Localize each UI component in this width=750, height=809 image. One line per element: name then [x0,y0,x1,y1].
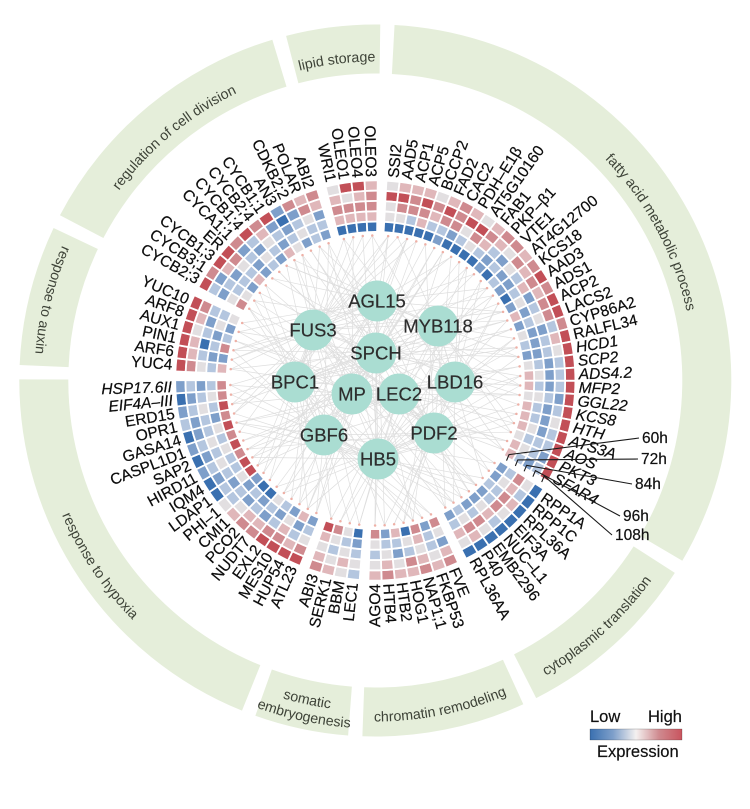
svg-text:AAD5: AAD5 [399,138,422,181]
svg-text:YUC4: YUC4 [130,354,173,374]
svg-text:HTB2: HTB2 [393,581,415,622]
svg-text:GBF6: GBF6 [300,424,348,445]
svg-text:Expression: Expression [597,743,679,761]
svg-text:MP: MP [338,383,366,404]
svg-text:96h: 96h [623,508,649,525]
svg-text:108h: 108h [615,527,649,544]
svg-text:LBD16: LBD16 [427,371,484,392]
svg-text:HSP17.6II: HSP17.6II [101,379,173,398]
svg-text:84h: 84h [635,476,661,493]
svg-text:LEC1: LEC1 [341,582,362,622]
svg-text:MYB118: MYB118 [403,315,473,336]
svg-text:ADS4.2: ADS4.2 [577,365,632,384]
svg-text:BPC1: BPC1 [271,371,319,392]
svg-text:BBM: BBM [326,579,349,615]
svg-text:OLEO3: OLEO3 [361,125,379,177]
svg-text:KCS8: KCS8 [574,407,617,431]
svg-text:PIN1: PIN1 [141,323,178,347]
svg-text:AGL15: AGL15 [348,290,406,311]
svg-text:FUS3: FUS3 [289,319,336,340]
svg-text:SPCH: SPCH [350,342,401,363]
svg-text:SCP2: SCP2 [577,349,619,370]
svg-text:SSI2: SSI2 [386,144,406,179]
svg-text:60h: 60h [642,430,668,447]
svg-text:AGO4: AGO4 [367,584,384,627]
svg-text:Low: Low [590,708,620,726]
svg-text:OLEO4: OLEO4 [344,126,365,179]
svg-text:GGL22: GGL22 [577,393,629,415]
svg-text:ARF6: ARF6 [133,338,175,361]
svg-text:PDF2: PDF2 [410,422,457,443]
svg-text:HTB4: HTB4 [379,583,399,624]
svg-text:EIF4A–III: EIF4A–III [108,392,175,415]
svg-text:LEC2: LEC2 [376,383,422,404]
svg-text:HB5: HB5 [360,448,396,469]
svg-text:MFP2: MFP2 [578,380,620,398]
svg-text:72h: 72h [641,451,667,468]
svg-text:HCD1: HCD1 [575,333,619,357]
svg-text:High: High [648,708,682,726]
